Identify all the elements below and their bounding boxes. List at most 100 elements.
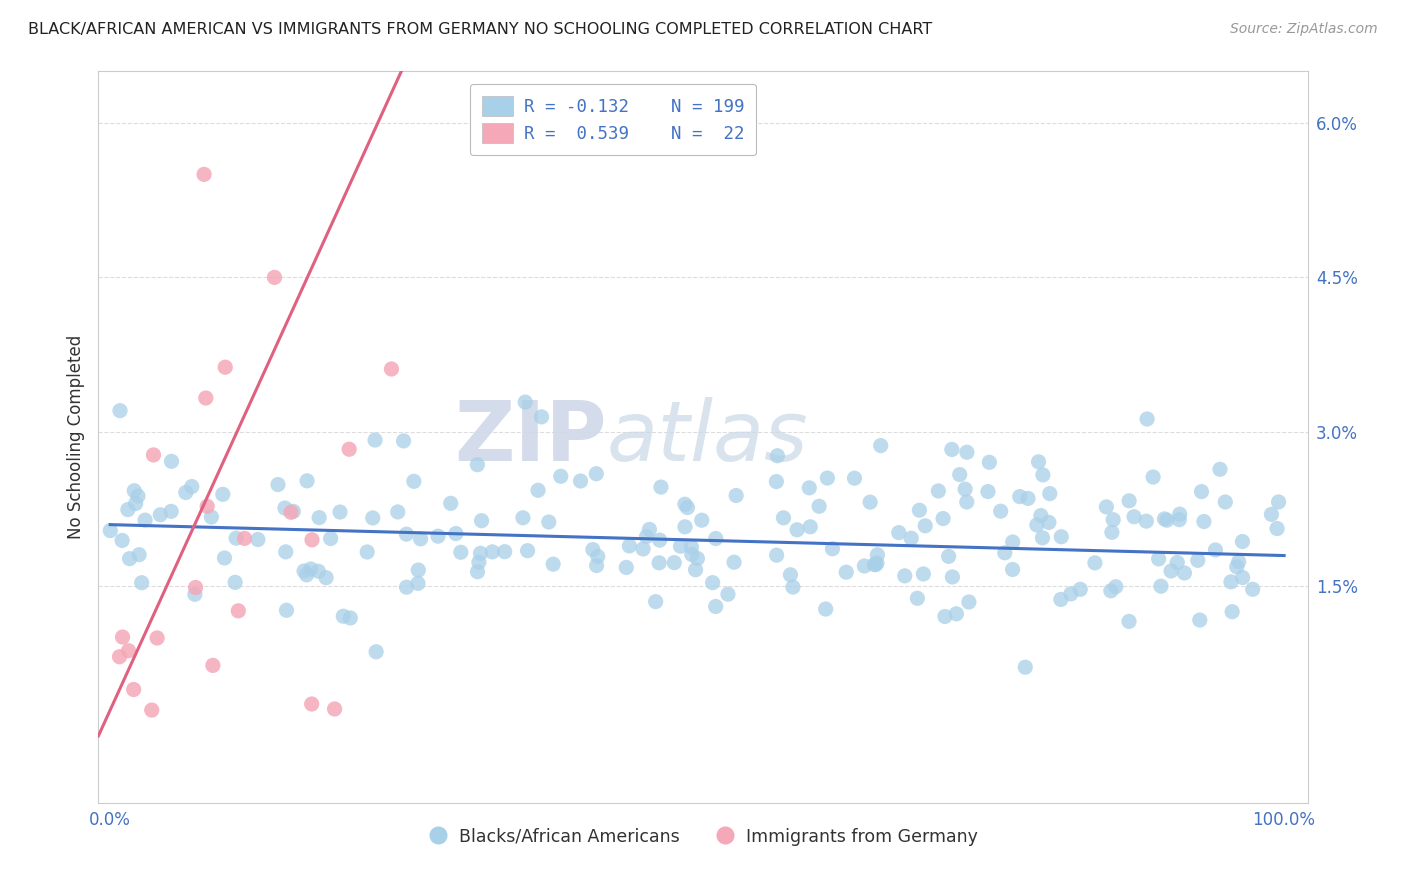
Point bbox=[356, 545, 378, 559]
Point bbox=[1232, 570, 1254, 584]
Point bbox=[1147, 552, 1170, 566]
Point bbox=[1118, 493, 1140, 508]
Point bbox=[638, 523, 661, 537]
Point bbox=[914, 518, 936, 533]
Point bbox=[467, 565, 489, 579]
Point bbox=[530, 409, 553, 424]
Point bbox=[956, 495, 979, 509]
Point bbox=[364, 433, 387, 447]
Point bbox=[224, 575, 246, 590]
Point bbox=[977, 484, 1000, 499]
Point bbox=[717, 587, 740, 601]
Point bbox=[1209, 462, 1232, 476]
Point bbox=[844, 471, 866, 485]
Point bbox=[122, 682, 145, 697]
Point bbox=[1001, 562, 1024, 576]
Point bbox=[1241, 582, 1264, 597]
Point bbox=[122, 483, 145, 498]
Point bbox=[772, 511, 794, 525]
Point bbox=[1123, 509, 1146, 524]
Point bbox=[402, 475, 425, 489]
Point bbox=[315, 571, 337, 585]
Point bbox=[1050, 592, 1073, 607]
Point bbox=[927, 483, 949, 498]
Point bbox=[470, 546, 492, 560]
Point bbox=[1220, 605, 1243, 619]
Point bbox=[994, 546, 1017, 560]
Point bbox=[1267, 495, 1289, 509]
Point bbox=[184, 587, 207, 601]
Point bbox=[859, 495, 882, 509]
Point bbox=[108, 649, 131, 664]
Point bbox=[295, 567, 318, 582]
Point bbox=[267, 477, 290, 491]
Y-axis label: No Schooling Completed: No Schooling Completed bbox=[66, 335, 84, 539]
Point bbox=[650, 480, 672, 494]
Point bbox=[1039, 486, 1062, 500]
Point bbox=[934, 609, 956, 624]
Point bbox=[515, 395, 537, 409]
Point bbox=[887, 525, 910, 540]
Point bbox=[681, 540, 703, 554]
Point bbox=[263, 270, 285, 285]
Point bbox=[866, 556, 889, 570]
Point bbox=[1142, 470, 1164, 484]
Point bbox=[1105, 580, 1128, 594]
Point bbox=[648, 556, 671, 570]
Point bbox=[1168, 513, 1191, 527]
Point bbox=[1014, 660, 1036, 674]
Point bbox=[117, 502, 139, 516]
Point bbox=[299, 562, 322, 576]
Point bbox=[174, 485, 197, 500]
Point bbox=[1025, 518, 1047, 533]
Point bbox=[905, 591, 928, 606]
Point bbox=[912, 566, 935, 581]
Point bbox=[690, 513, 713, 527]
Point bbox=[387, 505, 409, 519]
Point bbox=[669, 539, 692, 553]
Point bbox=[111, 630, 134, 644]
Point bbox=[468, 555, 491, 569]
Point bbox=[585, 558, 607, 573]
Point bbox=[765, 475, 787, 489]
Point bbox=[619, 539, 641, 553]
Point bbox=[146, 631, 169, 645]
Point bbox=[1029, 508, 1052, 523]
Point bbox=[1188, 613, 1211, 627]
Point bbox=[274, 545, 297, 559]
Point bbox=[98, 524, 121, 538]
Point bbox=[1102, 513, 1125, 527]
Point bbox=[673, 520, 696, 534]
Point bbox=[1095, 500, 1118, 514]
Point bbox=[332, 609, 354, 624]
Point bbox=[149, 508, 172, 522]
Point bbox=[337, 442, 360, 457]
Point bbox=[676, 500, 699, 515]
Point bbox=[1160, 564, 1182, 578]
Point bbox=[786, 523, 808, 537]
Point bbox=[108, 403, 131, 417]
Point bbox=[1232, 534, 1254, 549]
Point bbox=[319, 532, 342, 546]
Point bbox=[392, 434, 415, 448]
Point bbox=[211, 487, 233, 501]
Point bbox=[283, 504, 305, 518]
Point bbox=[863, 558, 886, 572]
Point bbox=[117, 644, 139, 658]
Point bbox=[1204, 543, 1226, 558]
Point bbox=[704, 599, 727, 614]
Point bbox=[440, 496, 463, 510]
Point bbox=[945, 607, 967, 621]
Point bbox=[512, 510, 534, 524]
Point bbox=[853, 559, 876, 574]
Point bbox=[307, 564, 329, 578]
Point bbox=[1136, 412, 1159, 426]
Point bbox=[1099, 583, 1122, 598]
Point bbox=[225, 531, 247, 545]
Point bbox=[1028, 455, 1050, 469]
Text: atlas: atlas bbox=[606, 397, 808, 477]
Point bbox=[395, 527, 418, 541]
Point bbox=[537, 515, 560, 529]
Point bbox=[799, 481, 821, 495]
Point bbox=[681, 548, 703, 562]
